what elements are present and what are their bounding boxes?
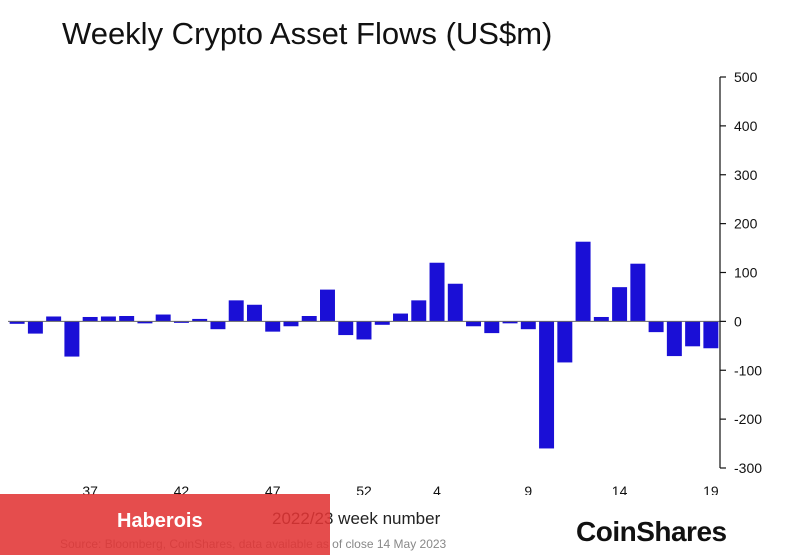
bar-week-5	[447, 283, 463, 322]
y-tick-label: 500	[734, 69, 758, 85]
y-tick-label: 400	[734, 118, 758, 134]
bar-week-4	[429, 262, 445, 322]
bar-week-1	[374, 321, 390, 325]
bar-week-12	[575, 241, 591, 322]
bar-week-6	[466, 321, 482, 327]
bar-week-50	[320, 289, 335, 322]
bar-week-15	[630, 263, 646, 322]
bar-week-43	[192, 318, 208, 322]
bar-week-11	[557, 321, 573, 363]
bar-week-44	[210, 321, 226, 330]
bar-week-45	[228, 300, 244, 322]
y-tick-label: 0	[734, 313, 742, 329]
bar-week-35	[46, 316, 62, 322]
y-tick-label: 300	[734, 167, 758, 183]
bar-week-34	[27, 321, 43, 334]
bar-week-9	[520, 321, 536, 330]
bar-week-13	[593, 316, 609, 322]
bar-week-33	[9, 321, 25, 324]
x-axis: 37 42 47 52 4 9 14 19	[82, 483, 719, 495]
x-tick-label: 42	[174, 483, 190, 495]
bars-group	[8, 241, 720, 449]
bar-week-19	[703, 321, 719, 349]
x-tick-label: 9	[524, 483, 532, 495]
bar-week-42	[173, 321, 189, 323]
bar-week-48	[283, 321, 299, 327]
bar-week-2	[393, 313, 408, 322]
x-tick-label: 47	[265, 483, 281, 495]
bar-week-51	[338, 321, 354, 336]
bar-week-36	[64, 321, 80, 357]
y-tick-label: 100	[734, 265, 758, 281]
bar-week-10	[539, 321, 555, 449]
bar-week-47	[265, 321, 281, 332]
x-tick-label: 52	[356, 483, 372, 495]
bar-week-8	[502, 321, 518, 324]
bar-week-17	[666, 321, 682, 357]
x-tick-label: 19	[703, 483, 719, 495]
x-tick-label: 37	[82, 483, 98, 495]
y-tick-label: -200	[734, 411, 762, 427]
x-tick-label: 4	[433, 483, 441, 495]
y-tick-label: 200	[734, 216, 758, 232]
coinshares-logo: CoinShares	[576, 516, 727, 547]
y-axis: 500 400 300 200 100 0 -100 -200 -300	[719, 69, 762, 476]
bar-week-3	[411, 300, 427, 322]
bar-week-41	[155, 314, 171, 322]
bar-week-16	[648, 321, 664, 333]
bar-week-52	[356, 321, 372, 340]
bar-week-18	[685, 321, 701, 347]
y-tick-label: -300	[734, 460, 762, 476]
watermark-banner: Haberois	[0, 494, 330, 555]
bar-week-46	[246, 304, 262, 322]
watermark-text: Haberois	[117, 510, 203, 532]
bar-week-40	[137, 321, 153, 324]
bar-week-7	[484, 321, 500, 334]
chart-title: Weekly Crypto Asset Flows (US$m)	[62, 16, 553, 51]
x-tick-label: 14	[612, 483, 628, 495]
bar-week-14	[612, 287, 628, 322]
bar-week-49	[301, 316, 317, 322]
bar-week-37	[82, 316, 98, 322]
y-tick-label: -100	[734, 362, 762, 378]
bar-week-39	[119, 316, 135, 322]
bar-chart: 500 400 300 200 100 0 -100 -200 -300 37 42 47 52 4 9 1…	[8, 69, 762, 495]
bar-week-38	[100, 316, 116, 322]
